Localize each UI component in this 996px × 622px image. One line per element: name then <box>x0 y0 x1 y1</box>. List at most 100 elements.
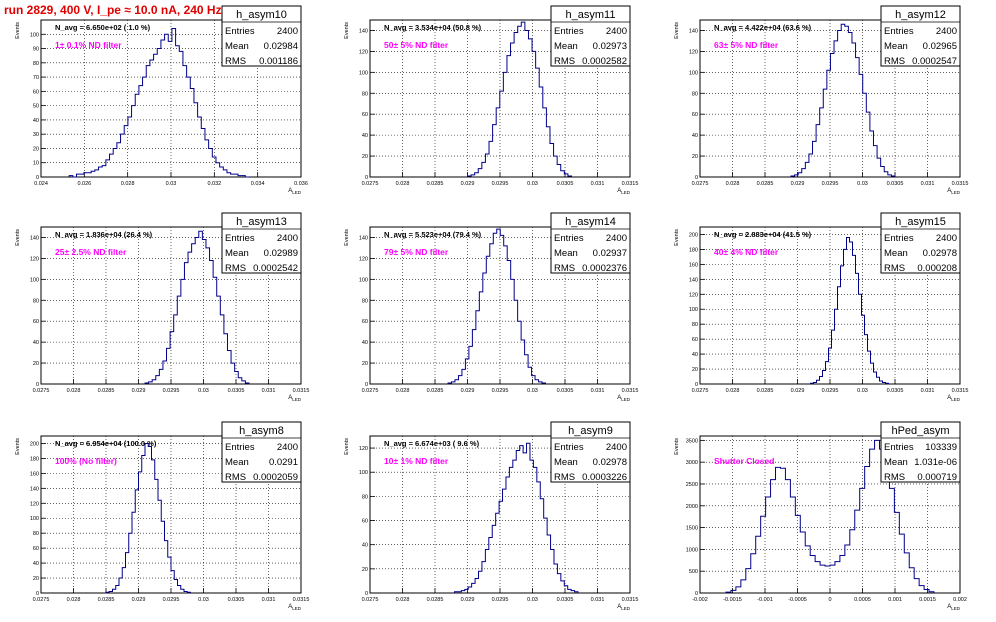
y-tick-label: 0 <box>365 175 368 181</box>
stats-label: Mean <box>225 248 249 259</box>
x-tick-label: 0.0295 <box>492 388 509 394</box>
panel-h_asym11: 0 20 40 60 80 100 120 140 0.0275 0.028 0.0285 0.029… <box>344 5 639 195</box>
x-tick-label: 0.0305 <box>887 388 904 394</box>
y-tick-label: 500 <box>689 569 698 575</box>
x-tick-label: 0.0275 <box>362 388 379 394</box>
x-tick-label: 0.0285 <box>98 597 115 603</box>
x-tick-label: 0.03 <box>166 181 177 187</box>
filter-annotation: 79± 5% ND filter <box>384 247 449 257</box>
x-tick-label: 0.0315 <box>622 388 639 394</box>
histogram-name: h_asym10 <box>236 9 287 21</box>
y-tick-label: 40 <box>692 352 698 358</box>
x-tick-label: 0.0275 <box>692 388 709 394</box>
stats-value: 0.0291 <box>269 457 298 468</box>
x-tick-label: 0.0305 <box>557 597 574 603</box>
x-tick-label: 0.0315 <box>622 181 639 187</box>
y-tick-label: 2000 <box>686 504 698 510</box>
x-tick-label: 0.0275 <box>362 597 379 603</box>
x-tick-label: 0.028 <box>67 597 81 603</box>
x-tick-label: 0 <box>828 597 831 603</box>
histogram-h_asym14 <box>447 228 546 384</box>
stats-value: 0.02984 <box>264 41 298 52</box>
y-tick-label: 120 <box>359 256 368 262</box>
y-tick-label: 1500 <box>686 526 698 532</box>
y-tick-label: 20 <box>362 361 368 367</box>
y-tick-label: 60 <box>362 319 368 325</box>
filter-annotation: 25± 2.5% ND filter <box>55 247 127 257</box>
histogram-name: hPed_asym <box>891 425 949 437</box>
x-tick-label: 0.0305 <box>557 388 574 394</box>
histogram-h_asym9 <box>454 442 579 593</box>
filter-annotation: 1± 0.1% ND filter <box>55 40 122 50</box>
stats-value: 1.031e-06 <box>914 457 957 468</box>
x-tick-label: 0.031 <box>591 181 605 187</box>
x-axis-title: ALED <box>947 188 961 195</box>
stats-box <box>880 212 961 274</box>
x-tick-label: 0.032 <box>207 181 221 187</box>
x-tick-label: 0.03 <box>198 388 209 394</box>
histogram-name: h_asym8 <box>239 425 284 437</box>
x-tick-label: 0.0295 <box>492 181 509 187</box>
x-tick-label: -0.002 <box>692 597 708 603</box>
stats-label: Mean <box>884 457 908 468</box>
x-tick-label: 0.031 <box>591 597 605 603</box>
stats-value: 2400 <box>606 233 627 244</box>
x-tick-label: 0.024 <box>34 181 48 187</box>
stats-value: 0.02973 <box>593 41 627 52</box>
y-tick-label: 60 <box>33 89 39 95</box>
panel-h_asym10: 0 10 20 30 40 50 60 70 80 90 100 0.024 0.026 0.028 0.0… <box>15 5 308 195</box>
x-tick-label: 0.03 <box>857 181 868 187</box>
x-tick-label: 0.028 <box>396 181 410 187</box>
histogram-h_asym12 <box>790 23 896 177</box>
stats-label: Mean <box>884 248 908 259</box>
stats-label: Entries <box>554 442 584 453</box>
x-tick-label: 0.0285 <box>427 597 444 603</box>
y-tick-label: 20 <box>33 576 39 582</box>
y-axis-title: Events <box>15 22 21 39</box>
x-tick-label: 0.0315 <box>293 388 310 394</box>
stats-label: Entries <box>554 26 584 37</box>
y-tick-label: 100 <box>359 277 368 283</box>
y-axis-title: Events <box>344 22 350 39</box>
y-tick-label: 20 <box>33 146 39 152</box>
y-tick-label: 20 <box>692 154 698 160</box>
y-tick-label: 100 <box>30 277 39 283</box>
y-tick-label: 180 <box>689 247 698 253</box>
y-tick-label: 0 <box>365 591 368 597</box>
x-tick-label: 0.028 <box>726 181 740 187</box>
stats-label: Entries <box>884 233 914 244</box>
x-tick-label: -0.0015 <box>723 597 742 603</box>
y-tick-label: 120 <box>30 501 39 507</box>
y-tick-label: 80 <box>362 298 368 304</box>
stats-box <box>880 421 961 483</box>
y-tick-label: 0 <box>695 382 698 388</box>
histogram-h_asym13 <box>144 230 250 384</box>
x-tick-label: 0.031 <box>591 388 605 394</box>
stats-value: 0.0002547 <box>912 56 957 67</box>
y-tick-label: 100 <box>359 470 368 476</box>
y-tick-label: 100 <box>689 70 698 76</box>
y-tick-label: 80 <box>362 494 368 500</box>
x-tick-label: 0.0275 <box>692 181 709 187</box>
panel-h_asym13: 0 20 40 60 80 100 120 140 0.0275 0.028 0.0285 0.029… <box>15 212 310 402</box>
x-tick-label: 0.0005 <box>854 597 871 603</box>
y-tick-label: 3000 <box>686 460 698 466</box>
y-tick-label: 80 <box>33 298 39 304</box>
y-tick-label: 40 <box>33 118 39 124</box>
stats-label: RMS <box>884 56 905 67</box>
x-axis-title: ALED <box>288 395 302 402</box>
filter-annotation: 63± 5% ND filter <box>714 40 779 50</box>
x-tick-label: 0.0315 <box>622 597 639 603</box>
filter-annotation: 40± 4% ND filter <box>714 247 779 257</box>
stats-label: Mean <box>554 41 578 52</box>
x-axis-title: ALED <box>617 604 631 611</box>
navg-label: N_avg = 3.534e+04 (50.8 %) <box>384 23 482 32</box>
y-tick-label: 50 <box>33 104 39 110</box>
stats-box <box>221 5 302 67</box>
y-axis-title: Events <box>674 22 680 39</box>
x-axis-title: ALED <box>947 395 961 402</box>
x-tick-label: 0.0275 <box>33 597 50 603</box>
y-tick-label: 0 <box>695 591 698 597</box>
y-tick-label: 0 <box>36 382 39 388</box>
